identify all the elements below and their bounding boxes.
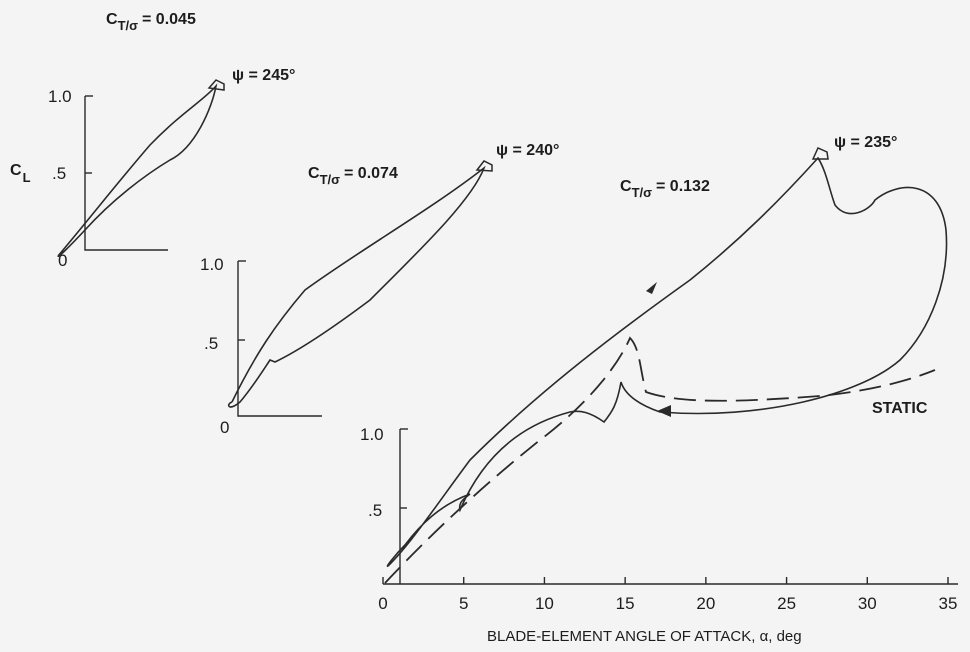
x-tick-label: 10	[535, 594, 554, 613]
x-tick-label: 20	[696, 594, 715, 613]
hysteresis-loop-series	[386, 156, 948, 567]
thrust-coefficient-label: CT/σ = 0.132	[620, 178, 710, 200]
y-tick-label: .5	[52, 164, 66, 183]
y-tick-label: 1.0	[48, 87, 72, 106]
azimuth-marker-icon	[475, 160, 493, 172]
direction-arrows	[646, 282, 671, 417]
x-axis-label: BLADE-ELEMENT ANGLE OF ATTACK, α, deg	[487, 628, 802, 645]
y-tick-label: 1.0	[360, 425, 384, 444]
arrow-up-icon	[646, 282, 657, 294]
azimuth-label: ψ = 240°	[496, 142, 559, 159]
arrow-left-icon	[657, 405, 671, 417]
panel-ct-0074: 0 .5 1.0 CT/σ = 0.074 ψ = 240°	[200, 142, 559, 437]
x-tick-label: 35	[939, 594, 958, 613]
azimuth-label: ψ = 245°	[232, 67, 295, 84]
thrust-coefficient-label: CT/σ = 0.074	[308, 165, 398, 187]
y-tick-label: .5	[204, 334, 218, 353]
y-tick-label: .5	[368, 501, 382, 520]
y-tick-label: 0	[220, 418, 229, 437]
thrust-coefficient-label: CT/σ = 0.045	[106, 11, 196, 33]
panel-ct-0045: 0 .5 1.0 CL CT/σ = 0.045 ψ = 245°	[10, 11, 295, 270]
x-tick-label: 0	[378, 594, 387, 613]
x-tick-label: 25	[777, 594, 796, 613]
x-tick-label: 5	[459, 594, 468, 613]
y-tick-label: 1.0	[200, 255, 224, 274]
hysteresis-loop-series	[57, 83, 218, 257]
y-tick-label: 0	[58, 251, 67, 270]
hysteresis-loop-series	[227, 165, 486, 408]
static-curve-label: STATIC	[872, 400, 928, 417]
y-axis-line	[84, 96, 168, 251]
x-tick-label: 15	[616, 594, 635, 613]
azimuth-marker-icon	[811, 147, 829, 160]
x-tick-label: 30	[858, 594, 877, 613]
x-tick-group: 0 5 10 15 20 25 30 35	[378, 577, 957, 613]
y-axis-line	[237, 261, 322, 417]
static-series	[384, 336, 936, 584]
panel-ct-0132: .5 1.0 0 5 10 15 20 25 30 35 BLADE-ELEMENT ANGL…	[360, 134, 958, 645]
azimuth-label: ψ = 235°	[834, 134, 897, 151]
y-axis-label: CL	[10, 162, 31, 185]
